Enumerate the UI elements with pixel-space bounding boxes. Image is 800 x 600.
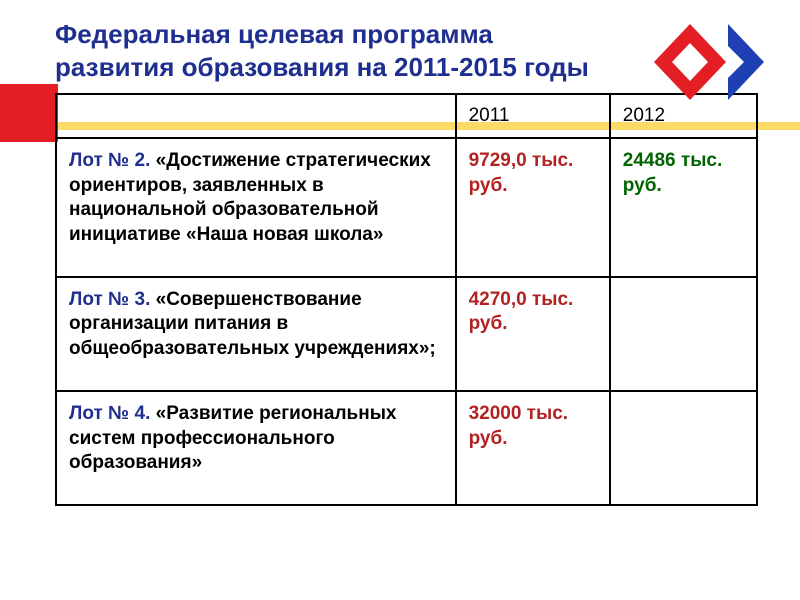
value-2012 <box>610 277 757 391</box>
logo-icon <box>640 18 770 123</box>
value-2011: 4270,0 тыс. руб. <box>456 277 610 391</box>
lot-description: Лот № 4. «Развитие региональных систем п… <box>56 391 456 505</box>
value-2012 <box>610 391 757 505</box>
funding-table-wrap: 2011 2012 Лот № 2. «Достижение стратегич… <box>0 83 800 506</box>
col-header-empty <box>56 94 456 138</box>
value-2012: 24486 тыс. руб. <box>610 138 757 277</box>
lot-description: Лот № 3. «Совершенствование организации … <box>56 277 456 391</box>
page-title: Федеральная целевая программа развития о… <box>55 18 615 83</box>
lot-label: Лот № 3. <box>69 289 156 310</box>
table-row: Лот № 3. «Совершенствование организации … <box>56 277 757 391</box>
lot-label: Лот № 4. <box>69 403 156 424</box>
value-2011: 32000 тыс. руб. <box>456 391 610 505</box>
value-2011: 9729,0 тыс. руб. <box>456 138 610 277</box>
header: Федеральная целевая программа развития о… <box>0 0 800 83</box>
funding-table: 2011 2012 Лот № 2. «Достижение стратегич… <box>55 93 758 506</box>
lot-label: Лот № 2. <box>69 150 156 171</box>
table-row: Лот № 2. «Достижение стратегических орие… <box>56 138 757 277</box>
lot-description: Лот № 2. «Достижение стратегических орие… <box>56 138 456 277</box>
col-header-2011: 2011 <box>456 94 610 138</box>
table-row: Лот № 4. «Развитие региональных систем п… <box>56 391 757 505</box>
